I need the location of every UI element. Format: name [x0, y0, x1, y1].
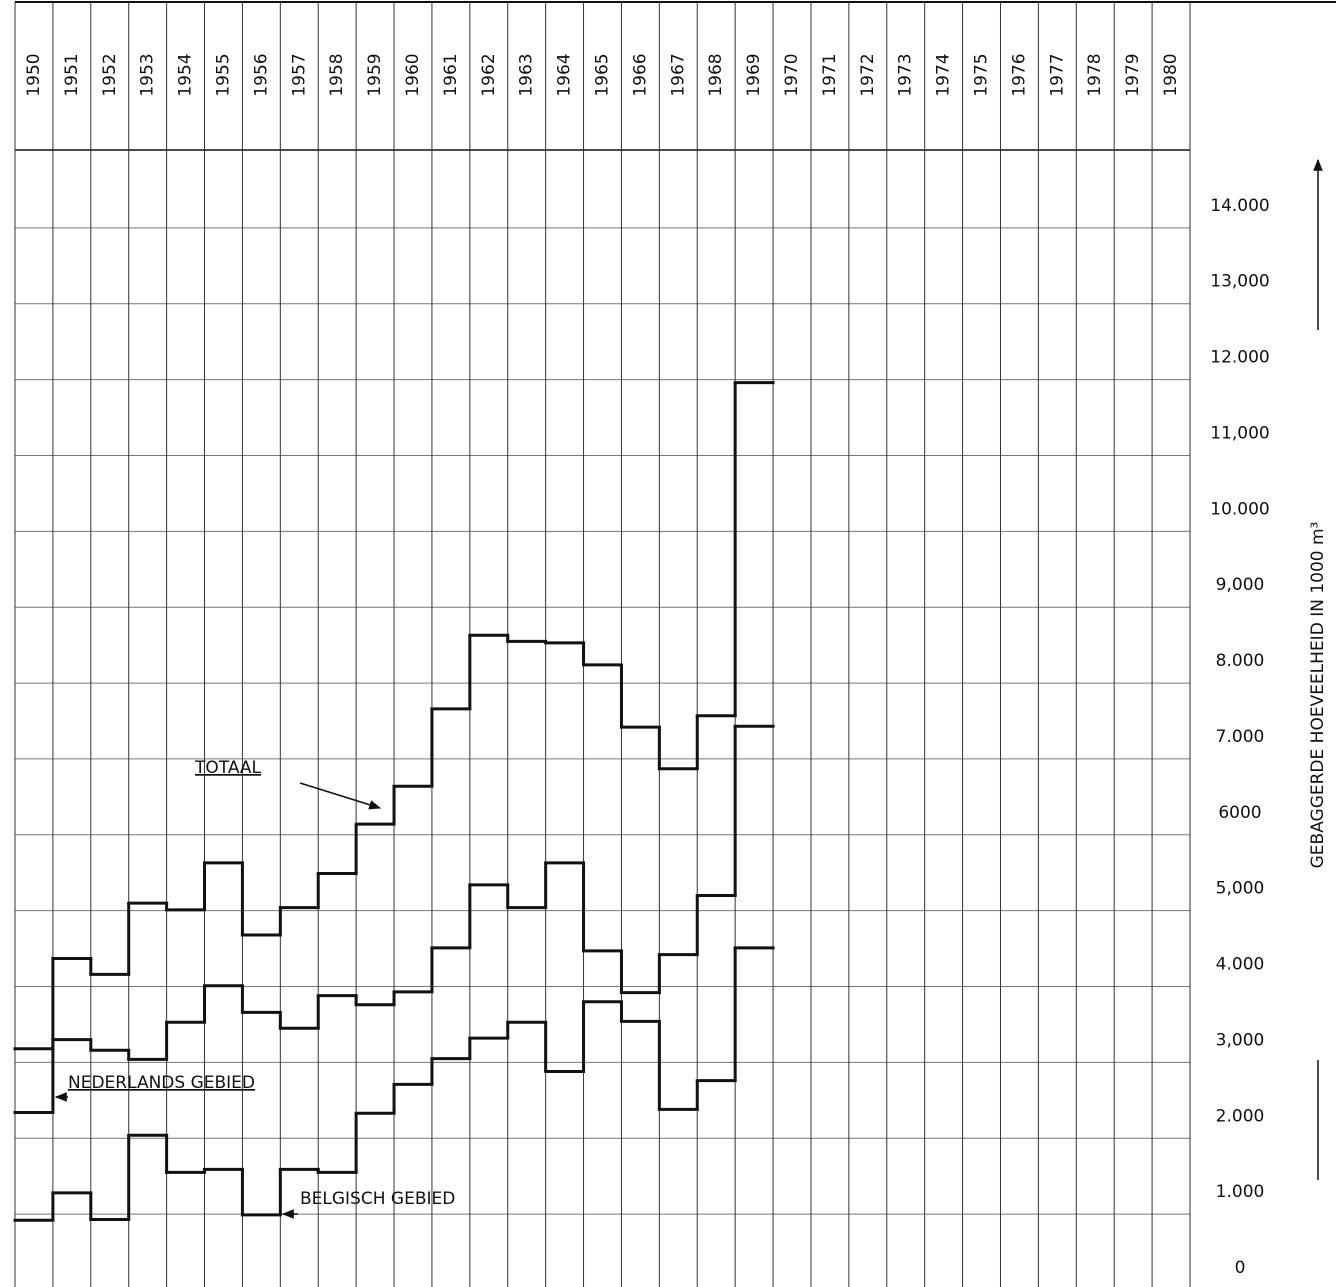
x-tick-label: 1952	[100, 53, 120, 96]
y-tick-label: 7.000	[1216, 727, 1265, 747]
x-tick-label: 1954	[176, 53, 196, 96]
x-tick-label: 1976	[1009, 53, 1029, 96]
x-tick-label: 1962	[479, 53, 499, 96]
y-tick-label: 3,000	[1216, 1030, 1265, 1050]
y-tick-label: 11,000	[1210, 423, 1269, 443]
x-tick-label: 1950	[24, 53, 44, 96]
x-tick-label: 1967	[668, 53, 688, 96]
x-tick-label: 1970	[782, 53, 802, 96]
y-axis-label: GEBAGGERDE HOEVEELHEID IN 1000 m³	[1308, 522, 1328, 869]
x-tick-label: 1963	[517, 53, 537, 96]
x-tick-label: 1973	[896, 53, 916, 96]
y-tick-label: 10.000	[1210, 499, 1269, 519]
x-tick-label: 1974	[934, 53, 954, 96]
y-tick-label: 5,000	[1216, 879, 1265, 899]
y-tick-label: 14.000	[1210, 196, 1269, 216]
annotation-arrow	[299, 782, 382, 810]
x-tick-label: 1978	[1085, 53, 1105, 96]
x-tick-label: 1965	[593, 53, 613, 96]
x-tick-label: 1975	[972, 53, 992, 96]
x-tick-label: 1958	[327, 53, 347, 96]
y-tick-label: 8.000	[1216, 651, 1265, 671]
x-tick-label: 1959	[365, 53, 385, 96]
x-tick-label: 1961	[441, 53, 461, 96]
x-tick-label: 1977	[1047, 53, 1067, 96]
x-tick-label: 1957	[289, 53, 309, 96]
annotation: NEDERLANDS GEBIED	[68, 1073, 255, 1093]
y-tick-label: 4.000	[1216, 955, 1265, 975]
x-tick-label: 1955	[213, 53, 233, 96]
x-tick-label: 1980	[1161, 53, 1181, 96]
series	[13, 381, 775, 1222]
x-tick-label: 1966	[630, 53, 650, 96]
x-tick-label: 1971	[820, 53, 840, 96]
y-tick-label: 0	[1235, 1258, 1246, 1278]
x-tick-label: 1964	[555, 53, 575, 96]
x-tick-label: 1969	[744, 53, 764, 96]
y-tick-label: 9,000	[1216, 575, 1265, 595]
x-tick-label: 1956	[251, 53, 271, 96]
x-tick-label: 1960	[403, 53, 423, 96]
x-tick-label: 1968	[706, 53, 726, 96]
x-tick-label: 1953	[138, 53, 158, 96]
annotation: BELGISCH GEBIED	[300, 1189, 455, 1209]
y-tick-label: 2.000	[1216, 1106, 1265, 1126]
y-tick-label: 1.000	[1216, 1182, 1265, 1202]
x-tick-label: 1972	[858, 53, 878, 96]
x-tick-label: 1979	[1123, 53, 1143, 96]
y-tick-label: 12.000	[1210, 348, 1269, 368]
x-tick-label: 1951	[62, 53, 82, 96]
y-tick-label: 6000	[1218, 803, 1261, 823]
annotation: TOTAAL	[194, 758, 262, 778]
columns	[14, 2, 1191, 1287]
y-tick-label: 13,000	[1210, 272, 1269, 292]
